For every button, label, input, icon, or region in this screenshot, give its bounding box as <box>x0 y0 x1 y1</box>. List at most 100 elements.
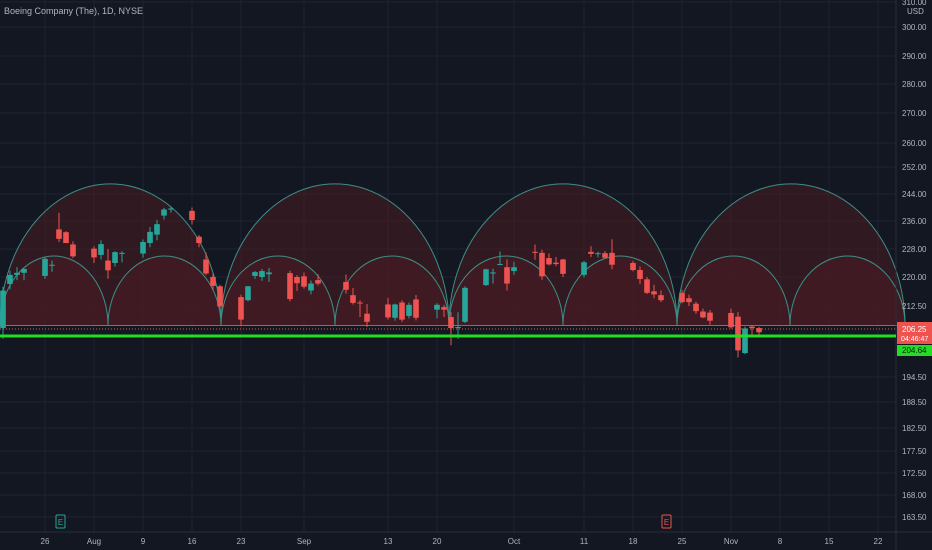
candle <box>21 268 27 281</box>
candle <box>14 267 20 281</box>
candle <box>742 326 748 355</box>
cycle-arcs <box>0 183 906 327</box>
candle <box>56 212 62 242</box>
candle <box>504 259 510 291</box>
candle <box>294 275 300 291</box>
price-tick-label: 220.00 <box>902 273 927 282</box>
price-tick-label: 252.00 <box>902 163 927 172</box>
time-tick-label: 20 <box>433 537 442 546</box>
cycle-arc <box>220 255 336 327</box>
price-tick-label: 280.00 <box>902 80 927 89</box>
time-tick-label: 16 <box>188 537 197 546</box>
candle-body <box>539 252 545 277</box>
candle <box>308 280 314 295</box>
candle <box>658 290 664 303</box>
currency-label: USD <box>907 7 924 16</box>
candle <box>196 235 202 248</box>
candle <box>490 268 496 284</box>
candle <box>287 270 293 302</box>
candle-body <box>7 274 13 284</box>
candle-body <box>609 252 615 265</box>
candle <box>343 274 349 294</box>
candle-body <box>504 267 510 284</box>
candle <box>511 261 517 275</box>
price-labels: 206.25 04:46:47 204.64 <box>897 322 932 356</box>
candle-body <box>490 272 496 274</box>
candle <box>203 252 209 275</box>
candle-body <box>343 282 349 290</box>
candle <box>301 272 307 289</box>
time-axis[interactable]: 26Aug91623Sep1320Oct111825Nov81522Dec <box>41 537 932 546</box>
candle-body <box>658 295 664 301</box>
candle <box>7 270 13 290</box>
candle <box>679 289 685 304</box>
candle-body <box>483 269 489 286</box>
candle-body <box>189 210 195 220</box>
candle <box>595 251 601 258</box>
candle <box>189 207 195 225</box>
svg-text:E: E <box>664 518 669 527</box>
time-tick-label: 23 <box>237 537 246 546</box>
candle-body <box>413 299 419 318</box>
candle <box>406 302 412 319</box>
support-price-badge <box>897 345 932 356</box>
price-tick-label: 300.00 <box>902 23 927 32</box>
candle-body <box>252 272 258 276</box>
candle-body <box>294 277 300 284</box>
earnings-icon[interactable]: E <box>55 514 66 529</box>
chart-symbol-title[interactable]: Boeing Company (The), 1D, NYSE <box>4 6 143 16</box>
price-tick-label: 188.50 <box>902 398 927 407</box>
candle <box>686 294 692 306</box>
candle-body <box>756 328 762 333</box>
candle-body <box>119 252 125 254</box>
candle-body <box>364 313 370 322</box>
candle-body <box>70 244 76 257</box>
candle <box>581 260 587 278</box>
price-tick-label: 168.00 <box>902 491 927 500</box>
price-tick-label: 236.00 <box>902 217 927 226</box>
candle-body <box>700 311 706 318</box>
candle-body <box>238 297 244 320</box>
price-tick-label: 260.00 <box>902 139 927 148</box>
price-tick-label: 172.50 <box>902 469 927 478</box>
candle-body <box>154 224 160 235</box>
candle <box>630 260 636 272</box>
earnings-icon[interactable]: E <box>661 514 672 529</box>
candle-body <box>686 298 692 303</box>
candle <box>462 286 468 324</box>
candle <box>644 277 650 295</box>
time-tick-label: 25 <box>678 537 687 546</box>
candle-body <box>679 292 685 303</box>
candle-body <box>147 231 153 244</box>
candle-body <box>602 253 608 258</box>
candle-body <box>462 287 468 322</box>
candle-body <box>511 267 517 272</box>
candle-body <box>581 262 587 275</box>
candle <box>602 251 608 259</box>
candle <box>70 241 76 259</box>
time-tick-label: 18 <box>629 537 638 546</box>
candle-body <box>161 209 167 216</box>
candle-body <box>287 273 293 300</box>
price-axis[interactable]: 310.00 300.00 290.00 280.00 270.00 260.00 252.… <box>902 0 927 522</box>
last-price-value: 206.25 <box>902 325 927 334</box>
candle-body <box>301 276 307 287</box>
candle-body <box>749 326 755 329</box>
candle <box>357 300 363 318</box>
price-tick-label: 270.00 <box>902 109 927 118</box>
candle-body <box>259 271 265 277</box>
candle <box>98 240 104 260</box>
candle <box>63 231 69 244</box>
candle <box>210 273 216 290</box>
candle-body <box>196 236 202 244</box>
candle-body <box>0 290 6 329</box>
cycle-arc <box>334 255 450 327</box>
candle-body <box>399 302 405 320</box>
time-tick-label: 26 <box>41 537 50 546</box>
candle <box>553 257 559 267</box>
candle <box>245 286 251 302</box>
candle-body <box>308 283 314 291</box>
cycle-arc <box>107 255 222 327</box>
